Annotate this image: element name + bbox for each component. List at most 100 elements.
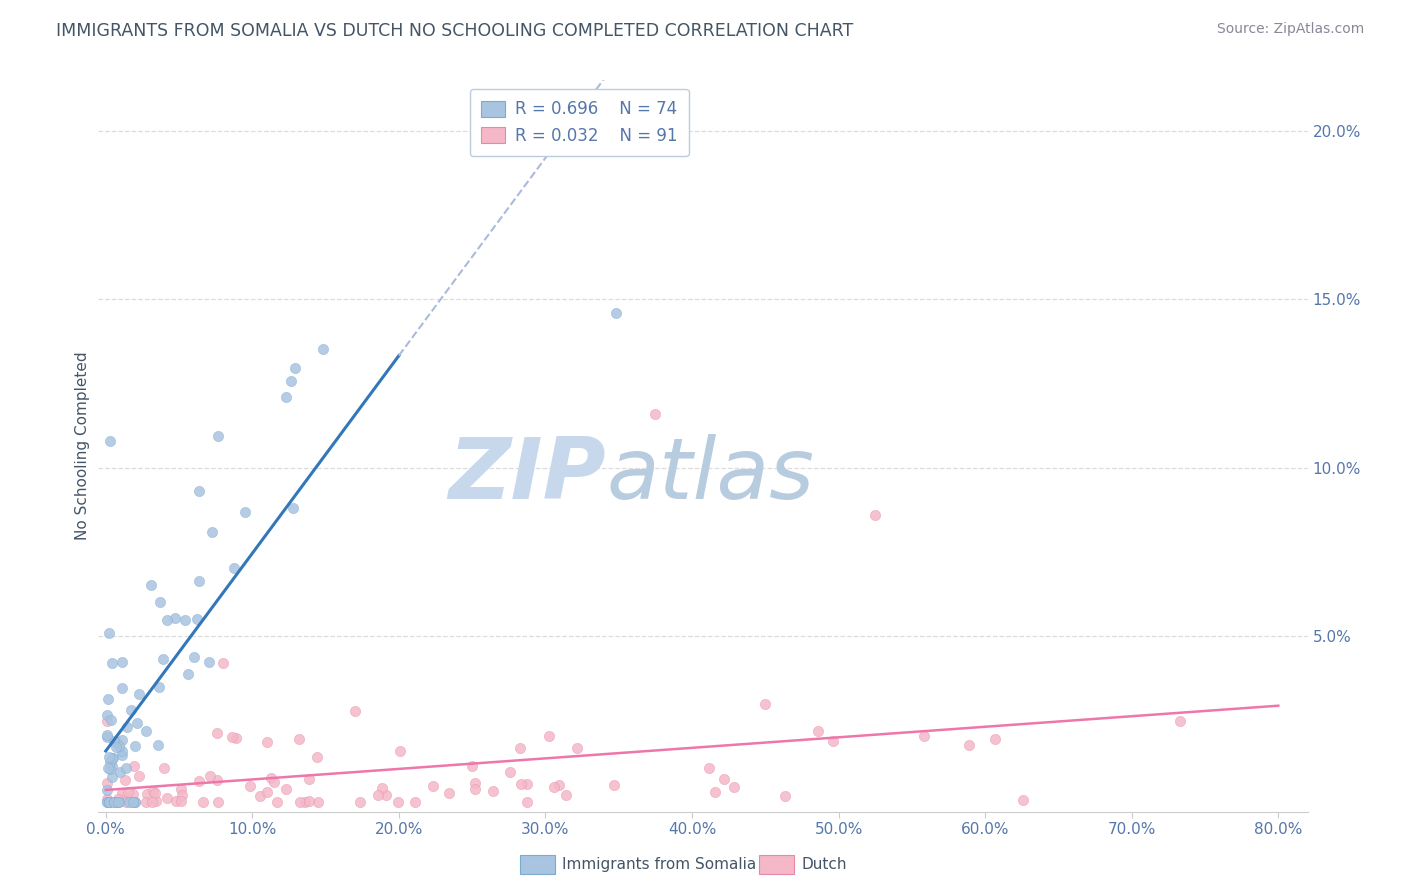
Point [96,714,118,728]
Point [713,772,735,786]
Point [98,756,121,770]
Point [207,428,229,442]
Point [603,778,626,792]
Point [482,784,505,798]
Point [111,656,134,670]
Point [146,738,169,752]
Point [177,667,200,681]
Point [212,657,235,671]
Point [516,795,538,809]
Point [105,795,128,809]
Point [165,794,187,808]
Point [281,500,304,515]
Point [96,792,118,806]
Point [97,761,120,775]
Point [103,751,125,765]
Y-axis label: No Schooling Completed: No Schooling Completed [75,351,90,541]
Point [266,795,288,809]
Point [703,785,725,799]
Legend: R = 0.696    N = 74, R = 0.032    N = 91: R = 0.696 N = 74, R = 0.032 N = 91 [470,88,689,156]
Point [183,650,205,665]
Point [499,764,522,779]
Point [173,613,195,627]
Point [124,795,146,809]
Point [543,780,565,794]
Point [111,786,134,800]
Point [108,795,131,809]
Point [105,795,128,809]
Point [155,791,177,805]
Point [197,655,219,669]
Point [97,625,120,640]
Point [284,360,307,375]
Point [124,739,146,753]
Point [111,744,134,758]
Point [509,740,531,755]
Point [124,795,146,809]
Point [187,773,209,788]
Point [108,764,131,779]
Point [97,750,120,764]
Point [221,730,243,744]
Point [135,724,157,739]
Point [127,715,149,730]
Point [349,795,371,809]
Point [439,786,461,800]
Point [96,795,118,809]
Point [112,791,135,805]
Point [984,731,1007,746]
Point [98,434,121,448]
Point [104,740,127,755]
Point [256,735,278,749]
Point [222,561,245,575]
Point [98,795,121,809]
Point [163,611,186,625]
Point [103,734,125,748]
Point [135,788,157,802]
Point [98,795,121,809]
Point [754,697,776,711]
Point [305,750,328,764]
Point [225,731,247,746]
Point [249,789,271,803]
Point [111,733,134,747]
Point [169,794,191,808]
Point [537,729,560,743]
Point [107,792,129,806]
Point [565,741,588,756]
Point [464,782,486,797]
Point [105,795,128,809]
Point [128,687,150,701]
Point [200,769,222,783]
Point [101,770,124,784]
Text: Dutch: Dutch [801,857,846,871]
Point [96,795,118,809]
Point [114,772,136,787]
Point [156,613,179,627]
Point [263,774,285,789]
Point [139,578,162,592]
Point [207,795,229,809]
Point [367,788,389,802]
Point [201,524,224,539]
Point [233,505,256,519]
Point [96,782,118,797]
Point [863,508,886,522]
Point [371,780,394,795]
Point [404,795,426,809]
Point [153,761,176,775]
Point [188,574,211,588]
Point [108,739,131,753]
Point [239,779,262,793]
Point [96,731,118,745]
Point [141,795,163,809]
Text: atlas: atlas [606,434,814,516]
Point [170,788,193,802]
Point [134,795,156,809]
Point [280,374,302,388]
Point [288,795,311,809]
Point [274,390,297,404]
Point [1012,793,1035,807]
Point [957,738,980,752]
Point [461,758,484,772]
